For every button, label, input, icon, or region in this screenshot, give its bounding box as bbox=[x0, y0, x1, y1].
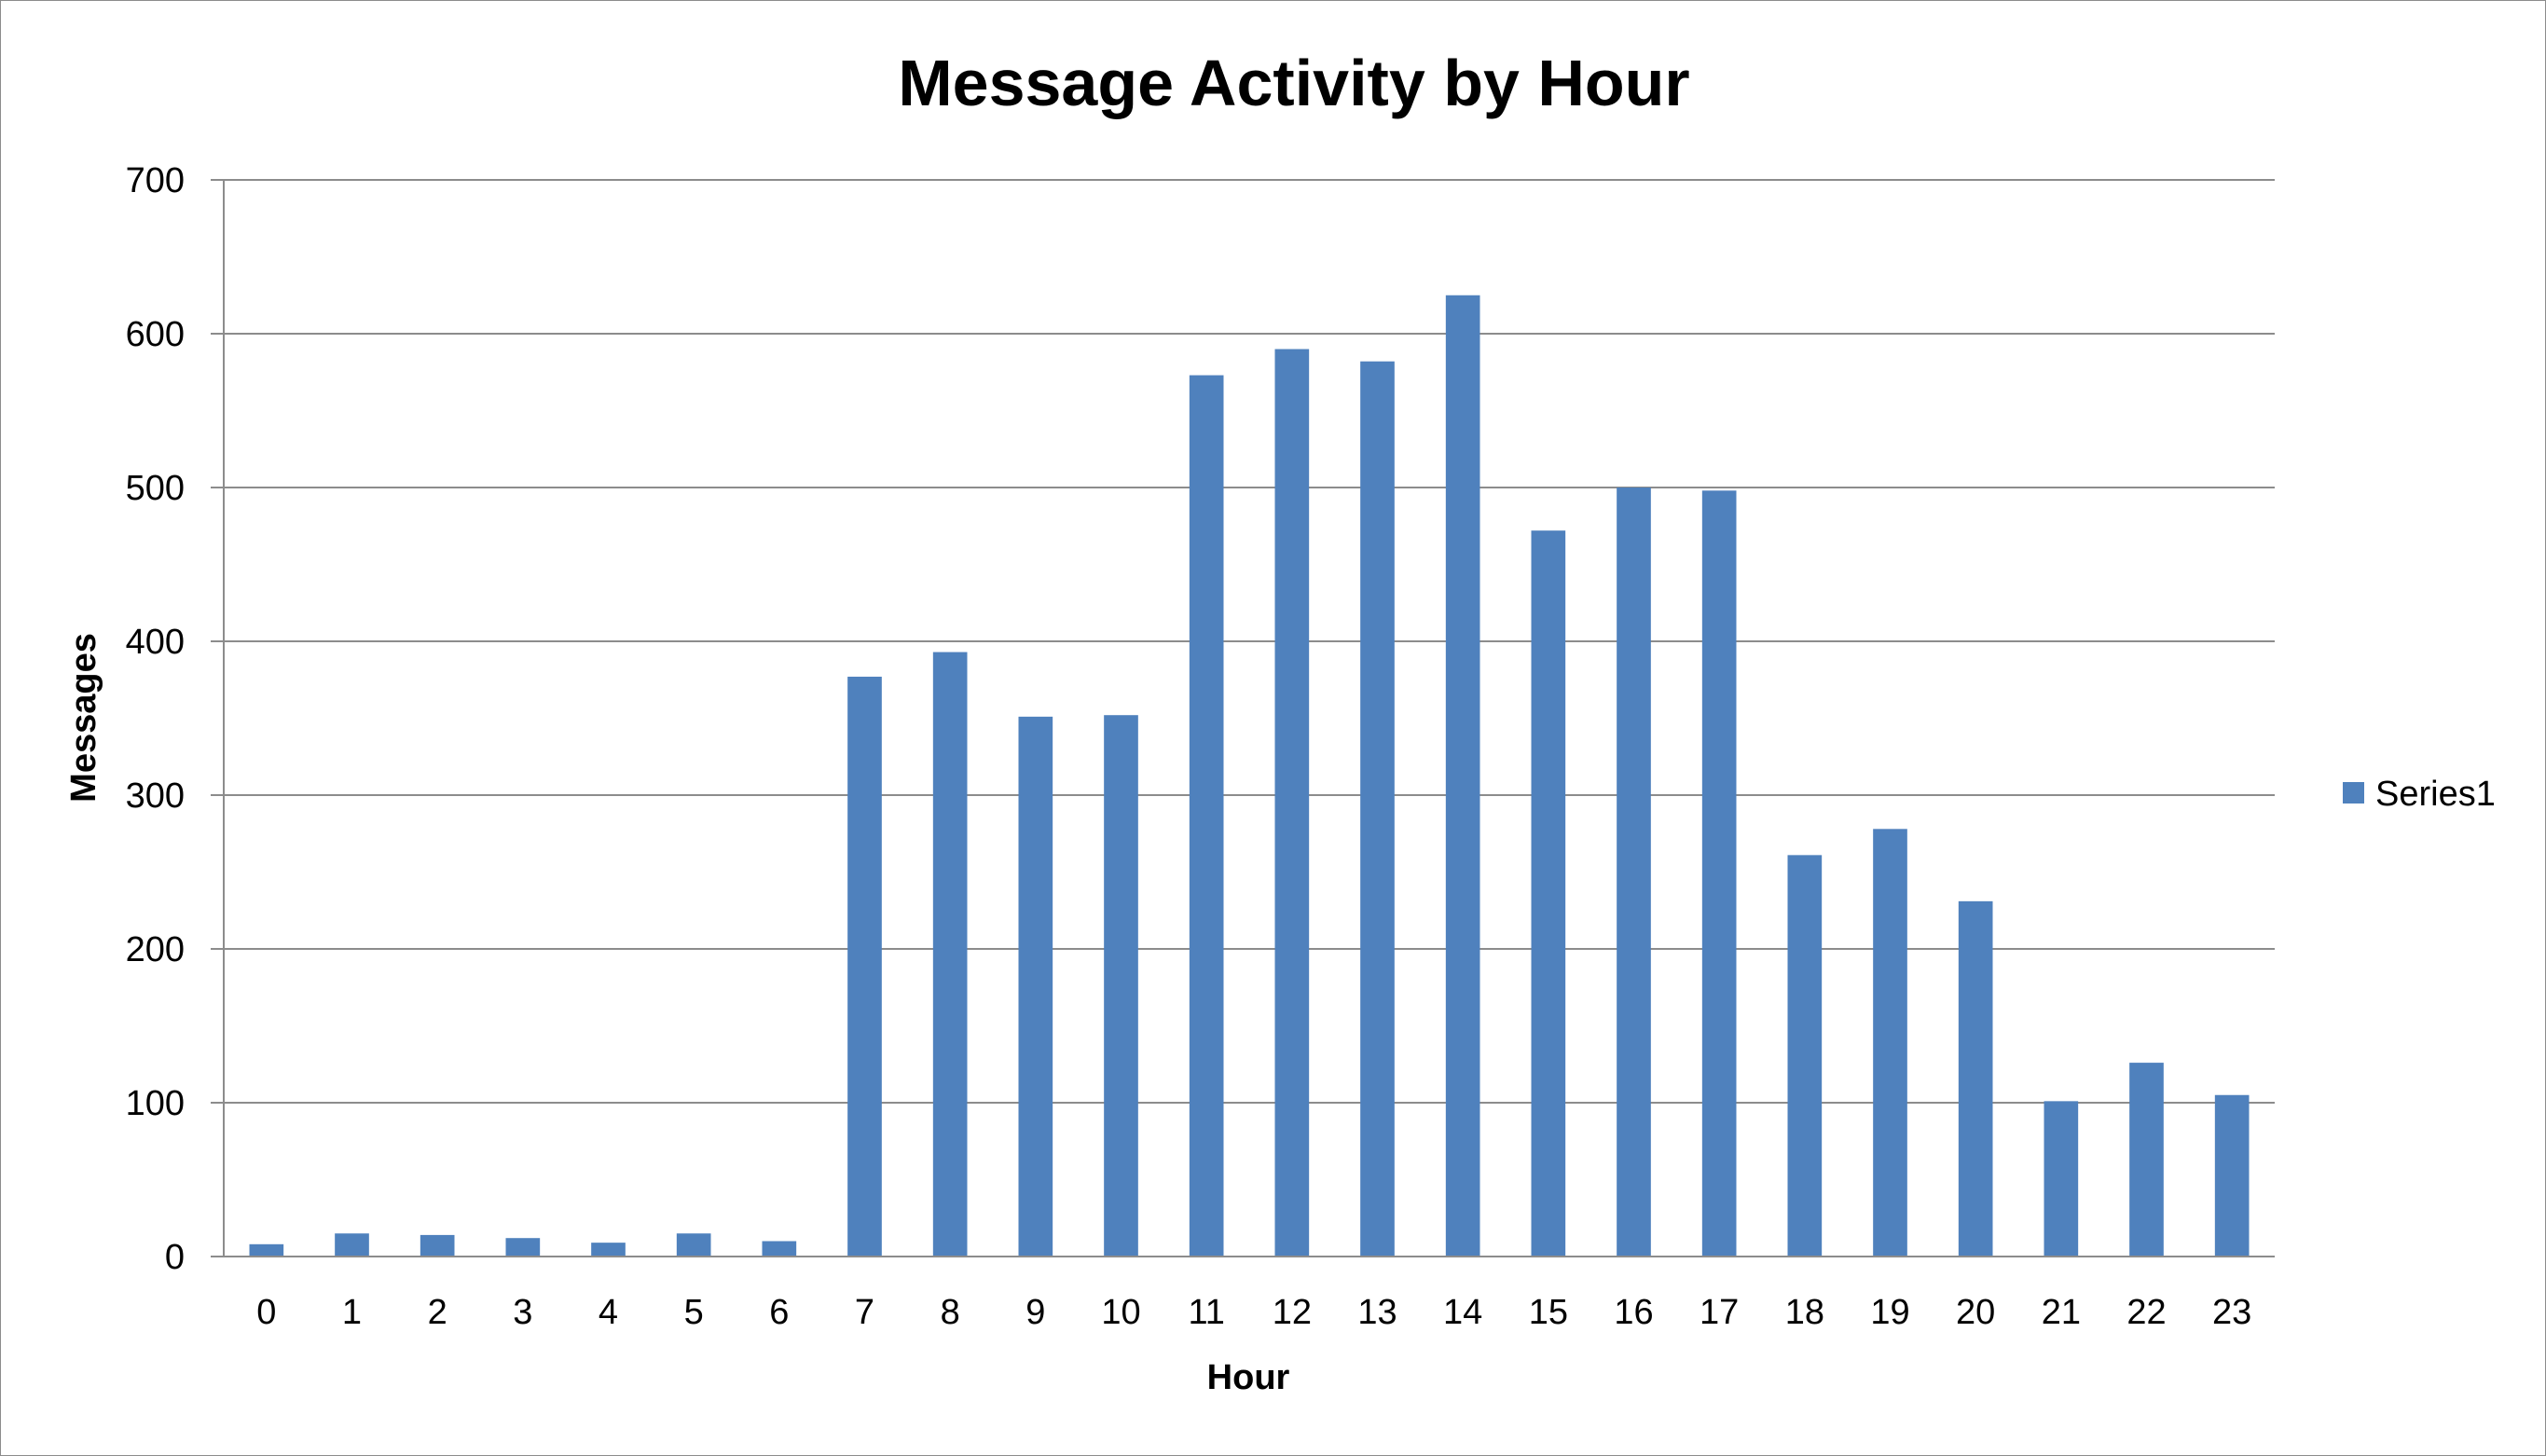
x-tick-label: 22 bbox=[2126, 1293, 2166, 1332]
x-tick-label: 23 bbox=[2212, 1293, 2251, 1332]
x-tick-label: 3 bbox=[513, 1293, 532, 1332]
x-tick-label: 17 bbox=[1700, 1293, 1739, 1332]
bar bbox=[676, 1233, 711, 1257]
x-tick-label: 21 bbox=[2042, 1293, 2081, 1332]
y-tick-label: 0 bbox=[165, 1238, 185, 1277]
bars bbox=[249, 295, 2250, 1257]
gridlines bbox=[224, 179, 2275, 1104]
legend-swatch bbox=[2343, 782, 2364, 804]
bar bbox=[1787, 855, 1823, 1257]
x-tick-label: 15 bbox=[1529, 1293, 1568, 1332]
x-tick-label: 6 bbox=[769, 1293, 789, 1332]
y-tick-label: 700 bbox=[126, 161, 185, 200]
x-tick-label: 0 bbox=[256, 1293, 276, 1332]
legend: Series1 bbox=[2343, 775, 2496, 814]
bar bbox=[2214, 1094, 2250, 1257]
x-tick-label: 14 bbox=[1443, 1293, 1482, 1332]
bar bbox=[1958, 900, 1993, 1257]
bar bbox=[932, 652, 968, 1257]
bar bbox=[1531, 530, 1566, 1257]
x-tick-label: 11 bbox=[1188, 1293, 1224, 1332]
x-tick-labels: 0 1 2 3 4 5 6 7 8 9 10 11 12 13 14 15 16 17 18 19 20 21 22 23 bbox=[256, 1293, 2251, 1332]
bar bbox=[1189, 375, 1224, 1257]
bar bbox=[505, 1238, 541, 1257]
y-tick-label: 600 bbox=[126, 315, 185, 354]
chart-title: Message Activity by Hour bbox=[898, 47, 1689, 119]
y-tick-labels: 0 100 200 300 400 500 600 700 bbox=[126, 161, 185, 1277]
y-axis-title: Messages bbox=[64, 633, 103, 803]
bar bbox=[1445, 295, 1480, 1257]
bar bbox=[1617, 488, 1651, 1257]
bar bbox=[1701, 490, 1737, 1257]
x-tick-label: 20 bbox=[1956, 1293, 1995, 1332]
y-tick-label: 300 bbox=[126, 776, 185, 816]
bar bbox=[2129, 1063, 2164, 1257]
x-tick-label: 4 bbox=[599, 1293, 618, 1332]
x-tick-label: 10 bbox=[1101, 1293, 1140, 1332]
x-tick-label: 1 bbox=[342, 1293, 362, 1332]
y-tick-label: 400 bbox=[126, 623, 185, 662]
x-tick-label: 8 bbox=[941, 1293, 960, 1332]
x-tick-label: 9 bbox=[1025, 1293, 1045, 1332]
bar bbox=[591, 1243, 626, 1257]
x-tick-label: 5 bbox=[684, 1293, 704, 1332]
y-tick-label: 100 bbox=[126, 1084, 185, 1123]
bar bbox=[762, 1241, 797, 1257]
bar bbox=[1873, 829, 1907, 1257]
x-tick-label: 19 bbox=[1870, 1293, 1909, 1332]
bar bbox=[847, 676, 882, 1257]
x-tick-label: 16 bbox=[1614, 1293, 1653, 1332]
x-tick-label: 13 bbox=[1357, 1293, 1397, 1332]
bar bbox=[249, 1243, 284, 1257]
bar bbox=[335, 1233, 369, 1257]
bar bbox=[1018, 716, 1053, 1257]
y-tick-label: 500 bbox=[126, 469, 185, 508]
bar bbox=[2044, 1101, 2079, 1257]
legend-label: Series1 bbox=[2375, 775, 2496, 814]
x-tick-label: 12 bbox=[1273, 1293, 1312, 1332]
y-tick-label: 200 bbox=[126, 930, 185, 969]
x-tick-label: 2 bbox=[428, 1293, 447, 1332]
x-axis-title: Hour bbox=[1207, 1358, 1290, 1397]
bar bbox=[1360, 361, 1395, 1257]
x-tick-label: 18 bbox=[1785, 1293, 1824, 1332]
bar bbox=[1104, 715, 1138, 1257]
bar bbox=[1274, 349, 1310, 1257]
x-tick-label: 7 bbox=[855, 1293, 874, 1332]
axes bbox=[211, 179, 2275, 1257]
bar bbox=[420, 1234, 455, 1257]
